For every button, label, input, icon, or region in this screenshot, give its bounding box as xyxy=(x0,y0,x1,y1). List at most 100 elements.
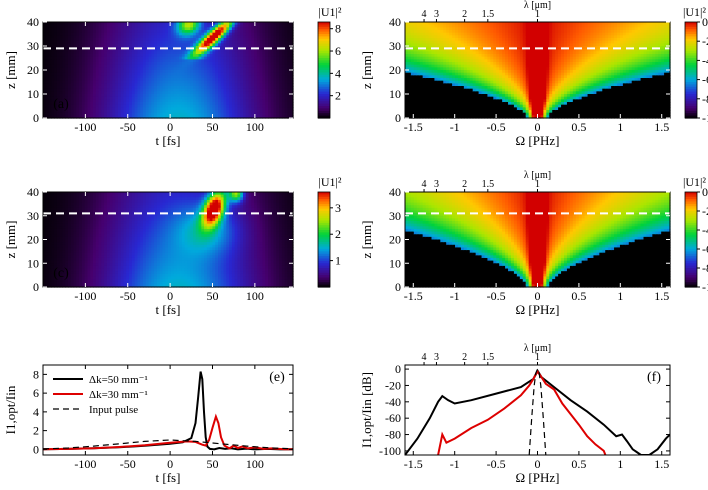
heatmap-cell xyxy=(245,32,250,36)
heatmap-cell xyxy=(62,75,66,79)
heatmap-cell xyxy=(490,48,494,52)
heatmap-cell xyxy=(176,115,180,119)
heatmap-cell xyxy=(59,102,64,106)
heatmap-cell xyxy=(70,99,75,103)
heatmap-cell xyxy=(195,102,200,106)
heatmap-cell xyxy=(48,24,52,28)
heatmap-cell xyxy=(534,64,539,68)
heatmap-cell xyxy=(449,59,453,63)
heatmap-cell xyxy=(240,70,244,74)
heatmap-cell xyxy=(62,46,66,50)
heatmap-cell xyxy=(137,59,141,63)
heatmap-cell xyxy=(218,115,222,119)
heatmap-cell xyxy=(505,35,509,39)
heatmap-cell xyxy=(162,27,166,31)
heatmap-cell xyxy=(165,96,169,100)
heatmap-cell xyxy=(268,24,272,28)
heatmap-cell xyxy=(413,56,418,60)
heatmap-cell xyxy=(106,112,111,116)
heatmap-cell xyxy=(95,24,100,28)
heatmap-cell xyxy=(499,96,503,100)
heatmap-cell xyxy=(106,115,111,119)
heatmap-cell xyxy=(240,104,244,108)
heatmap-cell xyxy=(508,56,512,60)
heatmap-cell xyxy=(405,56,409,60)
heatmap-cell xyxy=(62,80,66,84)
heatmap-cell xyxy=(145,115,150,119)
heatmap-cell xyxy=(458,88,462,92)
heatmap-cell xyxy=(162,48,166,52)
heatmap-cell xyxy=(204,56,208,60)
heatmap-cell xyxy=(198,70,202,74)
heatmap-cell xyxy=(516,104,521,108)
heatmap-cell xyxy=(118,99,122,103)
heatmap-cell xyxy=(469,94,474,98)
heatmap-cell xyxy=(179,35,183,39)
heatmap-cell xyxy=(287,64,291,68)
heatmap-cell xyxy=(537,104,542,108)
heatmap-cell xyxy=(449,88,453,92)
heatmap-cell xyxy=(484,80,489,84)
heatmap-cell xyxy=(209,67,214,71)
heatmap-cell xyxy=(513,30,518,34)
heatmap-cell xyxy=(137,107,141,111)
heatmap-cell xyxy=(98,80,102,84)
heatmap-cell xyxy=(443,110,447,114)
heatmap-cell xyxy=(170,70,175,74)
heatmap-cell xyxy=(416,62,421,66)
heatmap-cell xyxy=(511,54,515,58)
heatmap-cell xyxy=(270,107,275,111)
heatmap-cell xyxy=(184,110,189,114)
heatmap-cell xyxy=(262,56,266,60)
heatmap-cell xyxy=(422,75,427,79)
heatmap-cell xyxy=(537,80,542,84)
heatmap-cell xyxy=(478,102,483,106)
heatmap-cell xyxy=(519,30,524,34)
heatmap-cell xyxy=(446,80,450,84)
heatmap-cell xyxy=(279,102,283,106)
heatmap-cell xyxy=(68,67,72,71)
heatmap-cell xyxy=(490,35,494,39)
heatmap-cell xyxy=(434,86,438,90)
heatmap-cell xyxy=(218,62,222,66)
heatmap-cell xyxy=(98,43,102,47)
heatmap-cell xyxy=(70,102,75,106)
heatmap-cell xyxy=(513,38,518,42)
heatmap-cell xyxy=(154,102,158,106)
heatmap-cell xyxy=(151,78,155,82)
heatmap-cell xyxy=(458,22,462,26)
heatmap-cell xyxy=(54,94,58,98)
heatmap-cell xyxy=(434,80,438,84)
heatmap-cell xyxy=(265,107,269,111)
heatmap-cell xyxy=(68,102,72,106)
heatmap-cell xyxy=(281,102,286,106)
heatmap-cell xyxy=(490,78,494,82)
heatmap-cell xyxy=(56,110,61,114)
heatmap-cell xyxy=(416,86,421,90)
heatmap-cell xyxy=(425,83,430,87)
heatmap-cell xyxy=(215,70,219,74)
heatmap-cell xyxy=(168,35,172,39)
heatmap-cell xyxy=(65,78,69,82)
heatmap-cell xyxy=(201,59,205,63)
heatmap-cell xyxy=(120,64,125,68)
heatmap-cell xyxy=(81,24,86,28)
heatmap-cell xyxy=(123,96,127,100)
heatmap-cell xyxy=(513,107,518,111)
heatmap-cell xyxy=(198,32,202,36)
heatmap-cell xyxy=(463,72,468,76)
heatmap-cell xyxy=(98,88,102,92)
heatmap-cell xyxy=(148,88,152,92)
heatmap-cell xyxy=(416,22,421,26)
heatmap-cell xyxy=(537,72,542,76)
heatmap-cell xyxy=(198,72,202,76)
heatmap-cell xyxy=(68,70,72,74)
heatmap-cell xyxy=(431,88,436,92)
heatmap-cell xyxy=(513,104,518,108)
heatmap-cell xyxy=(273,56,277,60)
heatmap-cell xyxy=(229,56,233,60)
heatmap-cell xyxy=(481,72,486,76)
heatmap-cell xyxy=(472,110,477,114)
heatmap-cell xyxy=(234,83,239,87)
heatmap-cell xyxy=(490,24,494,28)
